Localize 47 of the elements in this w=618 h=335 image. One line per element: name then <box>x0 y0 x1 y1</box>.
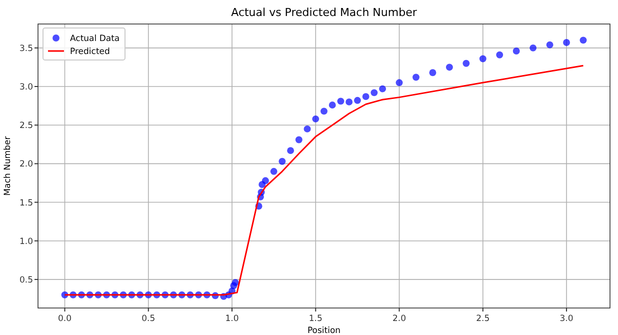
point <box>312 115 320 122</box>
y-axis-title: Mach Number <box>3 136 13 196</box>
y-tick-label: 2.0 <box>19 160 33 170</box>
x-tick-label: 1.0 <box>225 314 239 324</box>
point <box>412 74 420 81</box>
point <box>496 51 504 58</box>
y-tick-label: 3.5 <box>19 44 33 54</box>
x-axis-title: Position <box>307 326 341 335</box>
x-tick-label: 2.5 <box>476 314 490 324</box>
y-tick-label: 1.5 <box>19 198 33 208</box>
point <box>429 69 436 76</box>
point <box>446 64 453 71</box>
point <box>337 98 344 105</box>
x-tick-label: 1.5 <box>308 314 322 324</box>
x-tick-label: 2.0 <box>392 314 406 324</box>
point <box>479 55 486 62</box>
y-tick-label: 1.0 <box>19 236 33 247</box>
point <box>362 93 370 100</box>
legend-label: Actual Data <box>70 34 120 44</box>
y-tick-label: 3.0 <box>19 82 33 93</box>
point <box>563 39 570 46</box>
point <box>287 147 294 154</box>
point <box>262 177 269 184</box>
x-tick-label: 0.5 <box>142 314 156 324</box>
point <box>512 48 520 54</box>
chart-title: Actual vs Predicted Mach Number <box>231 6 418 19</box>
point <box>462 60 470 67</box>
point <box>530 44 537 52</box>
point <box>546 41 554 48</box>
point <box>328 102 336 109</box>
point <box>295 136 302 144</box>
point <box>320 108 328 115</box>
point <box>346 98 353 106</box>
y-tick-label: 2.5 <box>19 121 33 132</box>
x-tick-label: 3.0 <box>560 314 574 324</box>
point <box>304 125 311 132</box>
y-tick-label: 0.5 <box>19 275 33 286</box>
point <box>270 168 278 175</box>
legend-label: Predicted <box>70 47 110 57</box>
point <box>370 89 378 96</box>
point <box>354 96 361 104</box>
x-tick-label: 0.0 <box>58 314 72 324</box>
point <box>580 36 587 44</box>
point <box>379 85 386 92</box>
point <box>396 79 403 86</box>
point <box>278 158 286 165</box>
point <box>232 279 239 286</box>
